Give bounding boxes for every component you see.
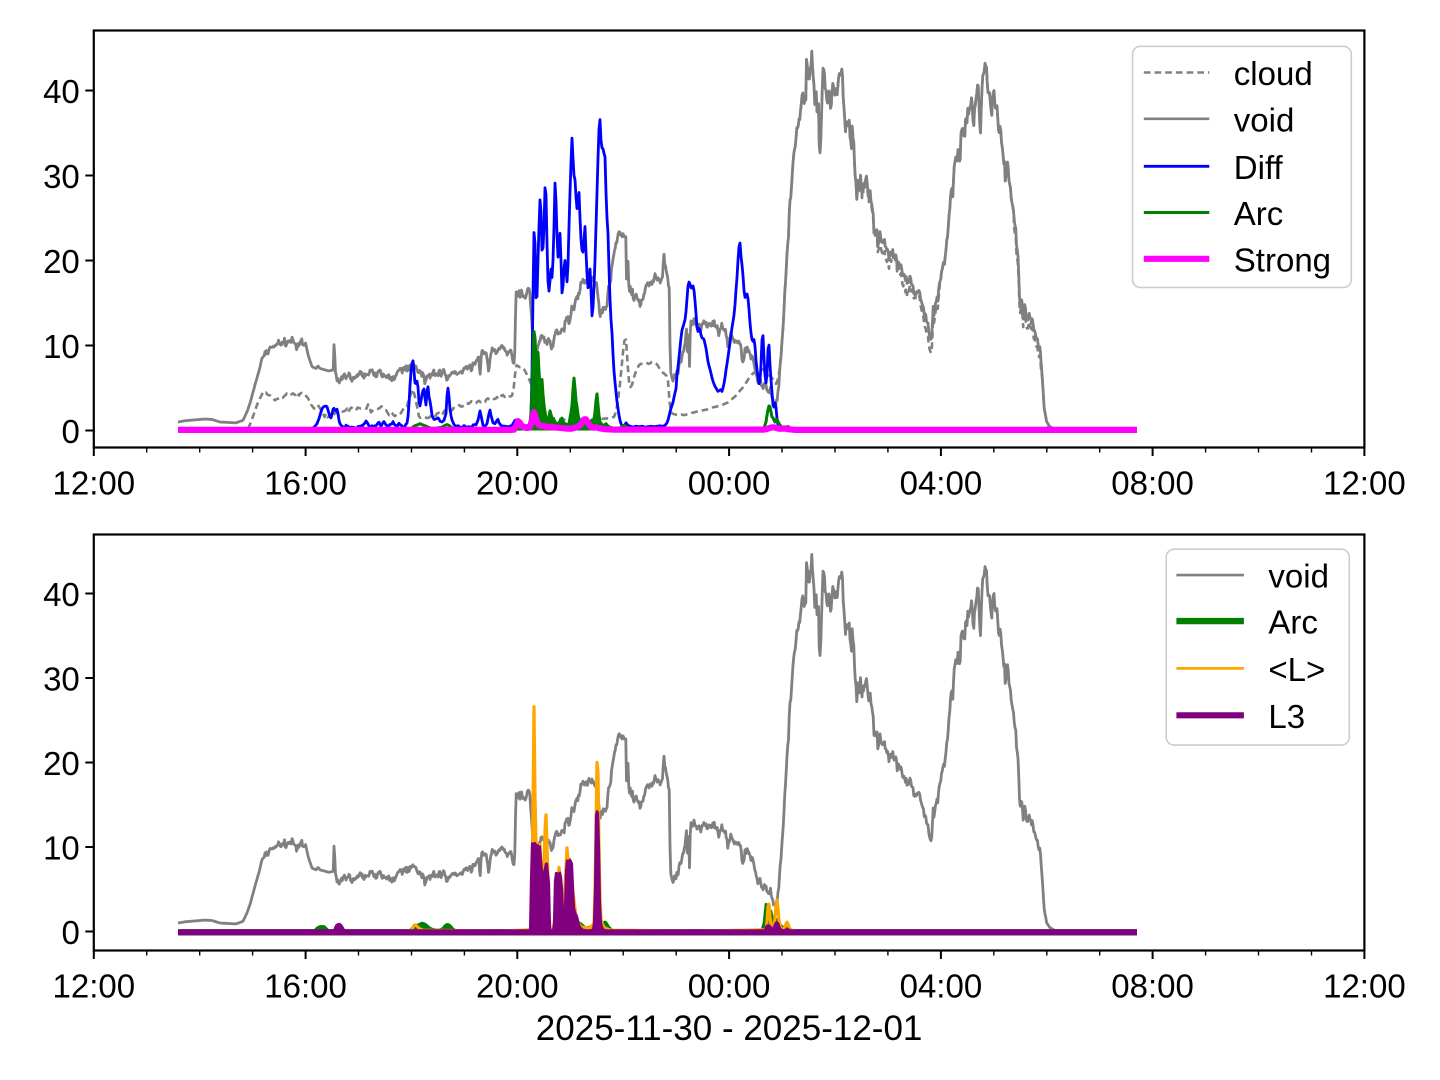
svg-text:20:00: 20:00	[476, 465, 559, 502]
svg-text:Arc: Arc	[1268, 604, 1318, 641]
svg-text:04:00: 04:00	[900, 465, 983, 502]
svg-text:20: 20	[43, 243, 80, 280]
svg-text:12:00: 12:00	[53, 968, 136, 1005]
svg-text:00:00: 00:00	[688, 465, 771, 502]
svg-text:12:00: 12:00	[1323, 465, 1406, 502]
svg-text:cloud: cloud	[1234, 55, 1313, 92]
svg-text:30: 30	[43, 158, 80, 195]
svg-text:2025-11-30 - 2025-12-01: 2025-11-30 - 2025-12-01	[536, 1009, 923, 1048]
svg-text:L3: L3	[1268, 698, 1305, 735]
svg-text:40: 40	[43, 576, 80, 613]
svg-text:12:00: 12:00	[53, 465, 136, 502]
svg-text:void: void	[1268, 558, 1329, 595]
svg-text:04:00: 04:00	[900, 968, 983, 1005]
svg-text:12:00: 12:00	[1323, 968, 1406, 1005]
svg-text:40: 40	[43, 73, 80, 110]
svg-text:0: 0	[61, 914, 79, 951]
svg-text:16:00: 16:00	[264, 968, 347, 1005]
svg-text:Arc: Arc	[1234, 195, 1284, 232]
svg-text:30: 30	[43, 661, 80, 698]
svg-text:Strong: Strong	[1234, 241, 1331, 278]
svg-text:10: 10	[43, 830, 80, 867]
svg-text:20:00: 20:00	[476, 968, 559, 1005]
svg-text:10: 10	[43, 328, 80, 365]
svg-text:16:00: 16:00	[264, 465, 347, 502]
svg-text:20: 20	[43, 745, 80, 782]
svg-text:00:00: 00:00	[688, 968, 771, 1005]
svg-text:void: void	[1234, 101, 1295, 138]
svg-text:08:00: 08:00	[1111, 968, 1194, 1005]
svg-text:Diff: Diff	[1234, 149, 1284, 186]
svg-text:<L>: <L>	[1268, 651, 1325, 688]
svg-text:08:00: 08:00	[1111, 465, 1194, 502]
svg-text:0: 0	[61, 413, 79, 450]
